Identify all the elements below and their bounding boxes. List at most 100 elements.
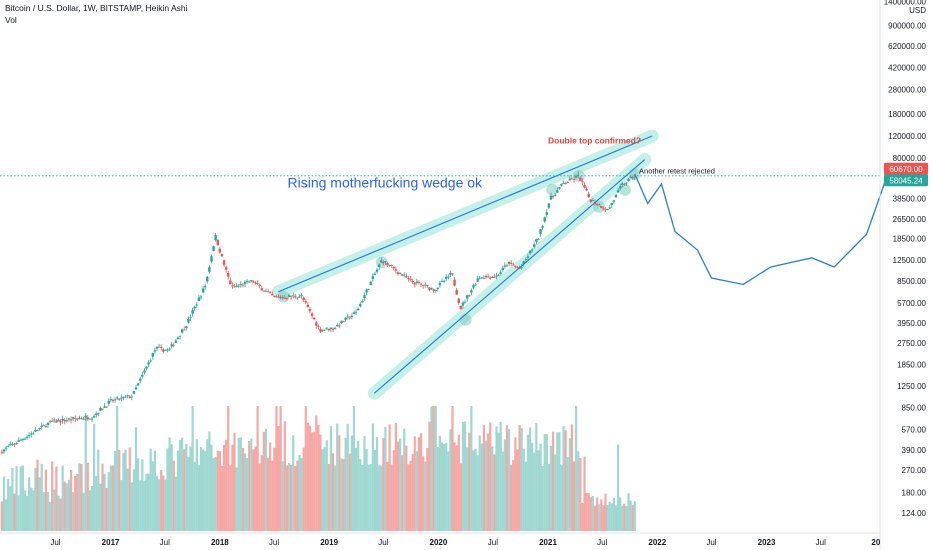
candle-body[interactable]: [210, 256, 213, 262]
candle-body[interactable]: [327, 328, 331, 331]
candle-body[interactable]: [440, 280, 444, 282]
candle-body[interactable]: [317, 326, 320, 328]
candle-body[interactable]: [145, 366, 148, 369]
candle-body[interactable]: [356, 308, 360, 311]
candle-body[interactable]: [130, 396, 134, 398]
candle-body[interactable]: [396, 272, 400, 274]
candle-body[interactable]: [227, 273, 230, 277]
candle-body[interactable]: [17, 440, 20, 442]
candle-body[interactable]: [315, 322, 318, 326]
candle-body[interactable]: [459, 305, 463, 309]
candle-body[interactable]: [178, 335, 182, 337]
candle-body[interactable]: [109, 399, 113, 401]
candle-body[interactable]: [344, 317, 347, 320]
candle-body[interactable]: [400, 274, 404, 276]
candle-body[interactable]: [304, 301, 307, 303]
candle-body[interactable]: [354, 311, 358, 313]
candle-body[interactable]: [30, 433, 33, 435]
wedge-lower[interactable]: [373, 159, 646, 394]
candle-body[interactable]: [9, 444, 12, 446]
candle-body[interactable]: [363, 295, 366, 298]
candle-body[interactable]: [281, 297, 284, 299]
candle-body[interactable]: [252, 281, 255, 283]
wedge-upper[interactable]: [278, 135, 653, 293]
candle-body[interactable]: [59, 421, 62, 423]
candle-body[interactable]: [585, 189, 588, 191]
candle-body[interactable]: [126, 395, 129, 397]
candle-body[interactable]: [136, 383, 140, 386]
candle-body[interactable]: [577, 174, 580, 176]
candle-body[interactable]: [222, 260, 226, 265]
candle-body[interactable]: [63, 420, 66, 422]
candle-body[interactable]: [67, 418, 71, 420]
candle-body[interactable]: [621, 183, 624, 185]
candle-body[interactable]: [369, 281, 372, 286]
candle-body[interactable]: [92, 416, 96, 418]
candle-body[interactable]: [170, 344, 173, 347]
candle-body[interactable]: [403, 274, 406, 276]
candle-body[interactable]: [572, 179, 576, 180]
candle-body[interactable]: [2, 449, 6, 452]
candle-body[interactable]: [413, 283, 416, 285]
candle-body[interactable]: [208, 267, 211, 272]
candle-body[interactable]: [168, 348, 171, 350]
candle-body[interactable]: [46, 422, 50, 425]
candle-body[interactable]: [436, 287, 440, 289]
annotation-text[interactable]: Rising motherfucking wedge ok: [288, 174, 484, 190]
candle-body[interactable]: [503, 265, 507, 267]
candle-body[interactable]: [248, 281, 251, 283]
candle-body[interactable]: [99, 407, 102, 411]
candle-body[interactable]: [300, 295, 303, 297]
candle-body[interactable]: [545, 212, 549, 215]
candle-body[interactable]: [438, 282, 442, 286]
candle-body[interactable]: [623, 183, 626, 185]
candle-body[interactable]: [229, 280, 232, 285]
candle-body[interactable]: [287, 295, 291, 297]
candle-body[interactable]: [101, 408, 104, 410]
candle-body[interactable]: [239, 284, 243, 285]
candle-body[interactable]: [323, 329, 326, 331]
candle-body[interactable]: [298, 296, 301, 298]
candle-body[interactable]: [375, 269, 379, 272]
candle-body[interactable]: [153, 350, 157, 352]
candle-body[interactable]: [203, 286, 207, 288]
candle-body[interactable]: [522, 261, 525, 265]
candle-body[interactable]: [340, 320, 343, 324]
candle-body[interactable]: [329, 327, 333, 330]
candle-body[interactable]: [453, 279, 456, 286]
candle-body[interactable]: [627, 178, 630, 181]
projection-line[interactable]: [634, 169, 890, 286]
candle-body[interactable]: [560, 183, 563, 186]
candle-body[interactable]: [461, 302, 465, 306]
candle-body[interactable]: [57, 420, 60, 422]
candle-body[interactable]: [499, 272, 502, 274]
candle-body[interactable]: [415, 281, 419, 283]
candle-body[interactable]: [633, 176, 637, 178]
candle-body[interactable]: [233, 286, 236, 288]
candle-body[interactable]: [551, 195, 555, 197]
candle-body[interactable]: [377, 264, 381, 268]
candle-body[interactable]: [512, 264, 515, 266]
candle-body[interactable]: [321, 329, 324, 331]
candle-body[interactable]: [547, 203, 551, 208]
candle-body[interactable]: [6, 446, 10, 448]
candle-body[interactable]: [447, 276, 450, 278]
candle-body[interactable]: [558, 187, 561, 189]
candle-body[interactable]: [352, 312, 356, 315]
candle-body[interactable]: [428, 287, 431, 290]
candle-body[interactable]: [493, 277, 496, 278]
candle-body[interactable]: [176, 337, 180, 340]
annotation-text[interactable]: Another retest rejected: [639, 167, 715, 176]
candle-body[interactable]: [606, 209, 609, 210]
candle-body[interactable]: [564, 183, 567, 185]
candle-body[interactable]: [384, 261, 387, 263]
candle-body[interactable]: [474, 284, 477, 286]
candle-body[interactable]: [97, 413, 100, 415]
candle-body[interactable]: [589, 199, 593, 202]
candle-body[interactable]: [386, 262, 389, 265]
candle-body[interactable]: [476, 278, 479, 282]
candle-body[interactable]: [359, 303, 362, 307]
candle-body[interactable]: [32, 433, 35, 435]
candle-body[interactable]: [86, 417, 90, 420]
candle-body[interactable]: [164, 349, 167, 351]
